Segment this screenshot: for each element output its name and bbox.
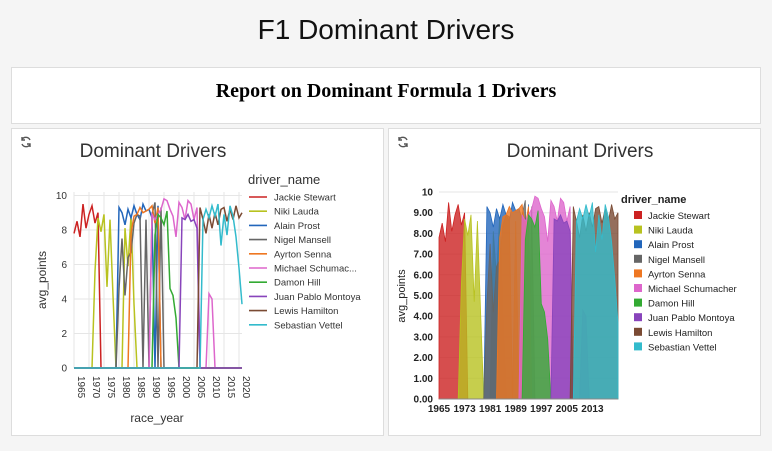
series-line [73,202,242,369]
legend-label: Nigel Mansell [648,255,705,266]
legend-label: Lewis Hamilton [274,306,338,317]
y-tick-label: 0.00 [414,395,434,406]
y-tick-label: 6 [61,260,67,271]
legend-label: Ayrton Senna [274,249,332,260]
legend-swatch [634,298,642,307]
legend-label: Lewis Hamilton [648,328,712,339]
x-tick-label: 1970 [90,376,101,399]
y-tick-label: 8.00 [414,229,434,240]
legend-label: Damon Hill [648,299,694,310]
x-tick-label: 1973 [453,404,476,415]
x-tick-label: 1980 [120,376,131,399]
y-axis-label: avg_points [396,269,408,323]
legend-swatch [634,342,642,351]
x-tick-label: 2000 [180,376,191,399]
legend-label: Michael Schumacher [648,284,737,295]
y-tick-label: 6.00 [414,270,434,281]
legend-swatch [634,240,642,249]
x-tick-label: 2005 [556,404,579,415]
report-header-box: Report on Dominant Formula 1 Drivers [11,67,761,124]
x-tick-label: 1975 [105,376,116,399]
chart-title: Dominant Drivers [507,141,654,162]
page-title: F1 Dominant Drivers [257,14,515,45]
x-tick-label: 1997 [530,404,553,415]
refresh-icon[interactable] [396,135,410,149]
legend-label: Michael Schumac... [274,264,357,275]
legend-label: Juan Pablo Montoya [648,313,735,324]
series-line [74,204,242,369]
x-tick-label: 2015 [225,376,236,399]
x-tick-label: 2005 [195,376,206,399]
y-tick-label: 3.00 [414,332,434,343]
series-line [74,210,242,369]
line-chart-panel: Dominant Drivers 1965 1970 1975 1980 1985 1990… [11,128,384,436]
y-axis-label: avg_points [35,251,49,309]
series-area [439,202,619,400]
chart-title: Dominant Drivers [80,141,227,162]
y-tick-label: 2.00 [414,353,434,364]
legend-label: Ayrton Senna [648,269,706,280]
legend-title: driver_name [621,194,686,206]
legend-label: Alain Prost [274,221,320,232]
legend-label: Niki Lauda [648,226,694,237]
y-tick-label: 9.00 [414,208,434,219]
y-tick-label: 1.00 [414,374,434,385]
y-tick-label: 4.00 [414,312,434,323]
legend-label: Jackie Stewart [648,211,710,222]
x-tick-label: 1990 [150,376,161,399]
legend-label: Sebastian Vettel [274,320,343,331]
legend-label: Jackie Stewart [274,193,336,204]
x-tick-label: 2013 [581,404,604,415]
legend-label: Alain Prost [648,240,694,251]
legend-swatch [634,327,642,336]
x-tick-label: 1981 [479,404,502,415]
legend-label: Nigel Mansell [274,235,331,246]
series-line [74,202,243,369]
y-tick-label: 2 [61,329,67,340]
legend-label: Juan Pablo Montoya [274,292,361,303]
y-tick-label: 10 [56,191,68,202]
y-tick-label: 5.00 [414,291,434,302]
x-tick-label: 1965 [428,404,451,415]
legend-label: Sebastian Vettel [648,342,717,353]
line-chart: Dominant Drivers 1965 1970 1975 1980 1985 1990… [35,141,361,425]
y-tick-label: 8 [61,225,67,236]
legend-label: Niki Lauda [274,207,320,218]
x-tick-label: 2020 [240,376,251,399]
legend-label: Damon Hill [274,278,320,289]
legend-swatch [634,254,642,263]
x-tick-label: 1989 [505,404,528,415]
legend-swatch [634,211,642,219]
report-title: Report on Dominant Formula 1 Drivers [215,80,557,102]
x-tick-label: 2010 [210,376,221,399]
x-tick-label: 1985 [135,376,146,399]
area-chart-panel: Dominant Drivers 0.00 1.00 2.00 3.00 4.00 5.00… [388,128,761,436]
y-tick-label: 7.00 [414,250,434,261]
legend-swatch [634,313,642,322]
y-tick-label: 0 [61,364,67,375]
series-line [74,205,243,369]
x-axis-label: race_year [130,411,183,425]
legend-title: driver_name [248,172,320,187]
x-tick-label: 1995 [165,376,176,399]
y-tick-label: 10 [422,188,434,199]
legend-swatch [634,269,642,278]
legend-swatch [634,284,642,292]
area-chart: Dominant Drivers 0.00 1.00 2.00 3.00 4.00 5.00… [396,141,737,415]
refresh-icon[interactable] [19,135,33,149]
legend-swatch [634,225,642,234]
y-tick-label: 4 [61,294,67,305]
series-line [74,201,242,369]
x-tick-label: 1965 [75,376,86,399]
